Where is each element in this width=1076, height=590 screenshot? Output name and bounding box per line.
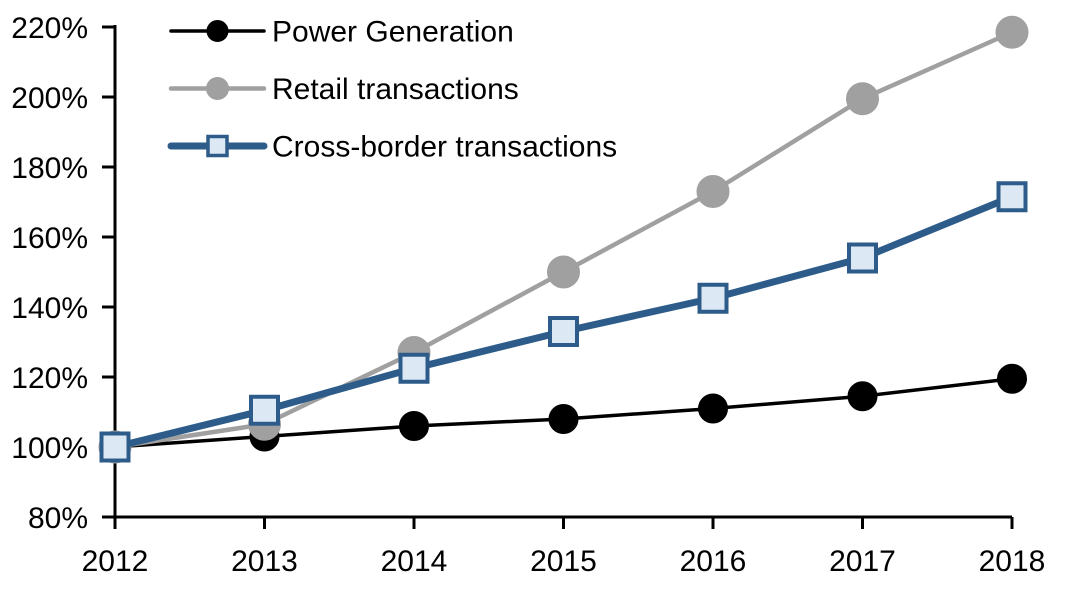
- legend-label-power-generation: Power Generation: [272, 16, 514, 49]
- legend-marker-cross-border-transactions: [206, 134, 229, 158]
- marker-cross-border-transactions-2016: [697, 282, 729, 314]
- marker-power-generation-2018: [997, 363, 1027, 394]
- legend-item-retail-transactions: Retail transactions: [168, 73, 519, 106]
- x-axis-tick-label-2014: 2014: [381, 545, 448, 578]
- legend-marker-retail-transactions: [206, 77, 229, 100]
- y-axis-ticks: 80% 100% 120% 140% 160% 180% 200% 220%: [11, 12, 115, 535]
- y-axis-tick-label-200: 200%: [11, 82, 88, 115]
- legend-marker-power-generation: [206, 20, 229, 42]
- x-axis-tick-label-2017: 2017: [829, 545, 896, 578]
- marker-power-generation-2017: [847, 381, 878, 412]
- marker-cross-border-transactions-2012: [99, 431, 131, 463]
- marker-retail-transactions-2015: [547, 255, 580, 289]
- x-axis-ticks: 2012 2013 2014 2015 2016 2017 2018: [82, 517, 1046, 578]
- marker-cross-border-transactions-2015: [548, 316, 579, 347]
- y-axis-tick-label-100: 100%: [11, 432, 88, 465]
- x-axis-tick-label-2015: 2015: [530, 545, 597, 578]
- legend: Power Generation Retail transactions Cross…: [167, 16, 617, 164]
- marker-power-generation-2014: [399, 411, 429, 441]
- y-axis-tick-label-160: 160%: [11, 222, 88, 255]
- marker-retail-transactions-2017: [846, 82, 879, 116]
- x-axis-tick-label-2013: 2013: [231, 545, 298, 578]
- legend-item-power-generation: Power Generation: [169, 16, 514, 49]
- legend-label-retail-transactions: Retail transactions: [272, 73, 519, 106]
- marker-power-generation-2015: [548, 404, 579, 434]
- marker-retail-transactions-2016: [696, 175, 730, 208]
- series-cross-border-transactions: [99, 181, 1028, 463]
- marker-cross-border-transactions-2017: [847, 242, 878, 274]
- marker-cross-border-transactions-2014: [398, 352, 430, 384]
- marker-retail-transactions-2018: [995, 15, 1029, 49]
- series-retail-transactions: [98, 15, 1029, 464]
- legend-label-cross-border-transactions: Cross-border transactions: [272, 131, 617, 164]
- legend-item-cross-border-transactions: Cross-border transactions: [167, 131, 617, 164]
- marker-cross-border-transactions-2018: [996, 181, 1028, 213]
- y-axis-tick-label-80: 80%: [28, 502, 88, 535]
- y-axis-tick-label-220: 220%: [11, 12, 88, 45]
- x-axis-tick-label-2012: 2012: [82, 545, 149, 578]
- x-axis-tick-label-2016: 2016: [680, 545, 747, 578]
- y-axis-tick-label-180: 180%: [11, 152, 88, 185]
- y-axis-tick-label-140: 140%: [11, 292, 88, 325]
- y-axis-tick-label-120: 120%: [11, 362, 88, 395]
- x-axis-tick-label-2018: 2018: [979, 545, 1046, 578]
- marker-power-generation-2016: [698, 393, 728, 424]
- marker-cross-border-transactions-2013: [249, 394, 280, 426]
